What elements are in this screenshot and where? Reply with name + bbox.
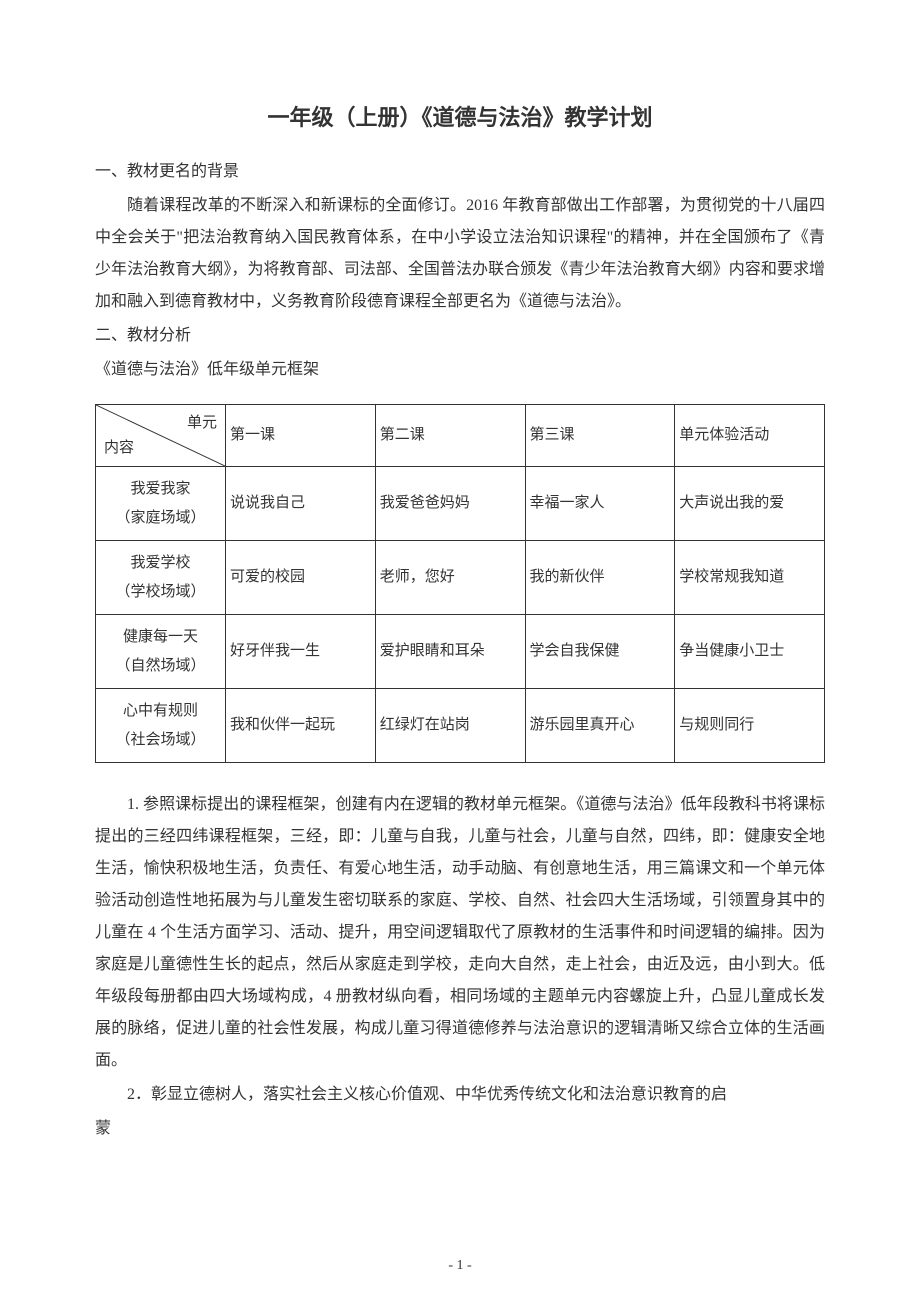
col-header: 单元体验活动 xyxy=(675,405,825,467)
row-header-l2: （自然场域） xyxy=(100,652,221,681)
numbered-paragraph-2: 2．彰显立德树人，落实社会主义核心价值观、中华优秀传统文化和法治意识教育的启 xyxy=(95,1079,825,1111)
table-cell: 我和伙伴一起玩 xyxy=(226,689,376,763)
row-header-l2: （学校场域） xyxy=(100,578,221,607)
unit-framework-table: 单元 内容 第一课 第二课 第三课 单元体验活动 我爱我家 （家庭场域） 说说我… xyxy=(95,404,825,763)
section-1-paragraph: 随着课程改革的不断深入和新课标的全面修订。2016 年教育部做出工作部署，为贯彻… xyxy=(95,190,825,318)
table-cell: 争当健康小卫士 xyxy=(675,615,825,689)
table-row: 我爱学校 （学校场域） 可爱的校园 老师，您好 我的新伙伴 学校常规我知道 xyxy=(96,541,825,615)
table-cell: 我爱爸爸妈妈 xyxy=(375,467,525,541)
table-cell: 幸福一家人 xyxy=(525,467,675,541)
row-header: 心中有规则 （社会场域） xyxy=(96,689,226,763)
table-cell: 我的新伙伴 xyxy=(525,541,675,615)
row-header-l2: （家庭场域） xyxy=(100,504,221,533)
diag-bottom-label: 内容 xyxy=(104,434,134,463)
section-2-subheading: 《道德与法治》低年级单元框架 xyxy=(95,354,825,386)
numbered-paragraph-1: 1. 参照课标提出的课程框架，创建有内在逻辑的教材单元框架。《道德与法治》低年段… xyxy=(95,789,825,1077)
table-cell: 好牙伴我一生 xyxy=(226,615,376,689)
table-cell: 可爱的校园 xyxy=(226,541,376,615)
table-cell: 学校常规我知道 xyxy=(675,541,825,615)
table-cell: 爱护眼睛和耳朵 xyxy=(375,615,525,689)
table-cell: 学会自我保健 xyxy=(525,615,675,689)
table-row: 心中有规则 （社会场域） 我和伙伴一起玩 红绿灯在站岗 游乐园里真开心 与规则同… xyxy=(96,689,825,763)
table-cell: 说说我自己 xyxy=(226,467,376,541)
section-2-heading: 二、教材分析 xyxy=(95,320,825,352)
row-header-l1: 健康每一天 xyxy=(100,623,221,652)
page-number: - 1 - xyxy=(0,1258,920,1274)
table-row: 健康每一天 （自然场域） 好牙伴我一生 爱护眼睛和耳朵 学会自我保健 争当健康小… xyxy=(96,615,825,689)
col-header: 第二课 xyxy=(375,405,525,467)
row-header: 我爱我家 （家庭场域） xyxy=(96,467,226,541)
col-header: 第三课 xyxy=(525,405,675,467)
table-cell: 游乐园里真开心 xyxy=(525,689,675,763)
table-cell: 老师，您好 xyxy=(375,541,525,615)
table-cell: 大声说出我的爱 xyxy=(675,467,825,541)
row-header: 我爱学校 （学校场域） xyxy=(96,541,226,615)
diagonal-header-cell: 单元 内容 xyxy=(96,405,226,467)
table-cell: 与规则同行 xyxy=(675,689,825,763)
paragraph-2-tail: 蒙 xyxy=(95,1113,825,1145)
table-header-row: 单元 内容 第一课 第二课 第三课 单元体验活动 xyxy=(96,405,825,467)
table-row: 我爱我家 （家庭场域） 说说我自己 我爱爸爸妈妈 幸福一家人 大声说出我的爱 xyxy=(96,467,825,541)
row-header: 健康每一天 （自然场域） xyxy=(96,615,226,689)
row-header-l1: 我爱我家 xyxy=(100,475,221,504)
row-header-l2: （社会场域） xyxy=(100,726,221,755)
row-header-l1: 我爱学校 xyxy=(100,549,221,578)
diag-top-label: 单元 xyxy=(187,409,217,438)
row-header-l1: 心中有规则 xyxy=(100,697,221,726)
col-header: 第一课 xyxy=(226,405,376,467)
table-cell: 红绿灯在站岗 xyxy=(375,689,525,763)
document-title: 一年级（上册）《道德与法治》教学计划 xyxy=(95,100,825,132)
section-1-heading: 一、教材更名的背景 xyxy=(95,156,825,188)
